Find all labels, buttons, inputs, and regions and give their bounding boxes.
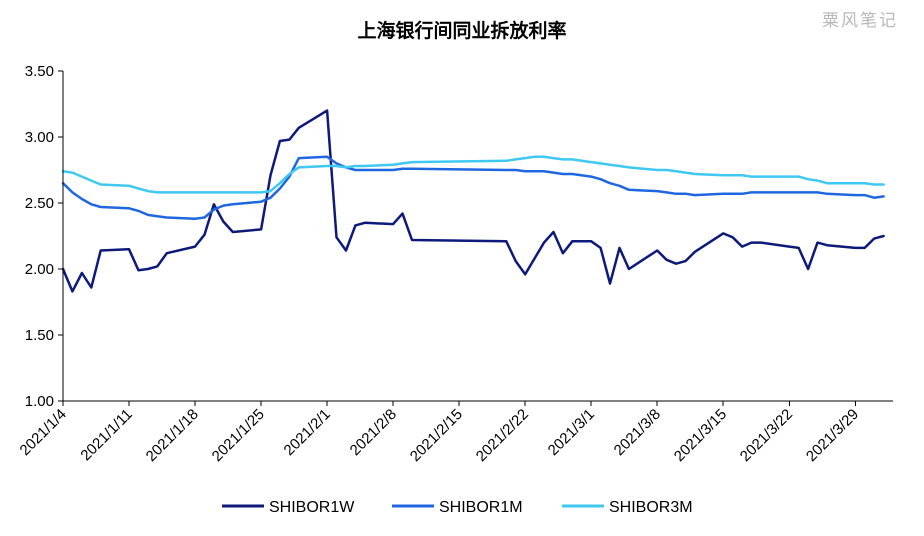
x-tick-label: 2021/2/15 [407,406,466,465]
watermark: 粟风笔记 [822,11,898,31]
x-tick-label: 2021/3/29 [803,406,862,465]
x-tick-label: 2021/3/8 [611,406,664,459]
y-tick-label: 1.00 [25,393,54,410]
x-tick-label: 2021/1/11 [77,406,135,464]
series-line-shibor1w [61,109,885,293]
chart-title: 上海银行间同业拆放利率 [357,19,566,42]
series-line-shibor3m [61,155,885,194]
legend-label-shibor3m: SHIBOR3M [609,499,693,516]
x-tick-label: 2021/2/1 [281,406,334,459]
y-tick-label: 2.50 [25,195,54,212]
y-tick-label: 3.50 [25,63,54,80]
x-tick-label: 2021/3/1 [545,406,598,459]
x-tick-label: 2021/3/22 [737,406,796,465]
series-line-shibor1m [61,155,885,221]
legend: SHIBOR1W SHIBOR1M SHIBOR3M [222,499,693,516]
x-tick-label: 2021/3/15 [671,406,730,465]
series-lines [61,109,885,293]
x-tick-label: 2021/1/18 [143,406,202,465]
legend-label-shibor1m: SHIBOR1M [439,499,523,516]
y-tick-label: 1.50 [25,327,54,344]
x-tick-label: 2021/2/22 [473,406,532,465]
x-tick-label: 2021/1/25 [209,406,268,465]
y-tick-label: 3.00 [25,129,54,146]
y-tick-label: 2.00 [25,261,54,278]
x-axis-ticks: 2021/1/4 2021/1/11 2021/1/18 2021/1/25 2021/… [17,401,862,465]
y-axis-ticks: 1.00 1.50 2.00 2.50 3.00 3.50 [25,63,63,410]
legend-label-shibor1w: SHIBOR1W [269,499,355,516]
x-tick-label: 2021/2/8 [347,406,400,459]
x-tick-label: 2021/1/4 [17,406,70,459]
